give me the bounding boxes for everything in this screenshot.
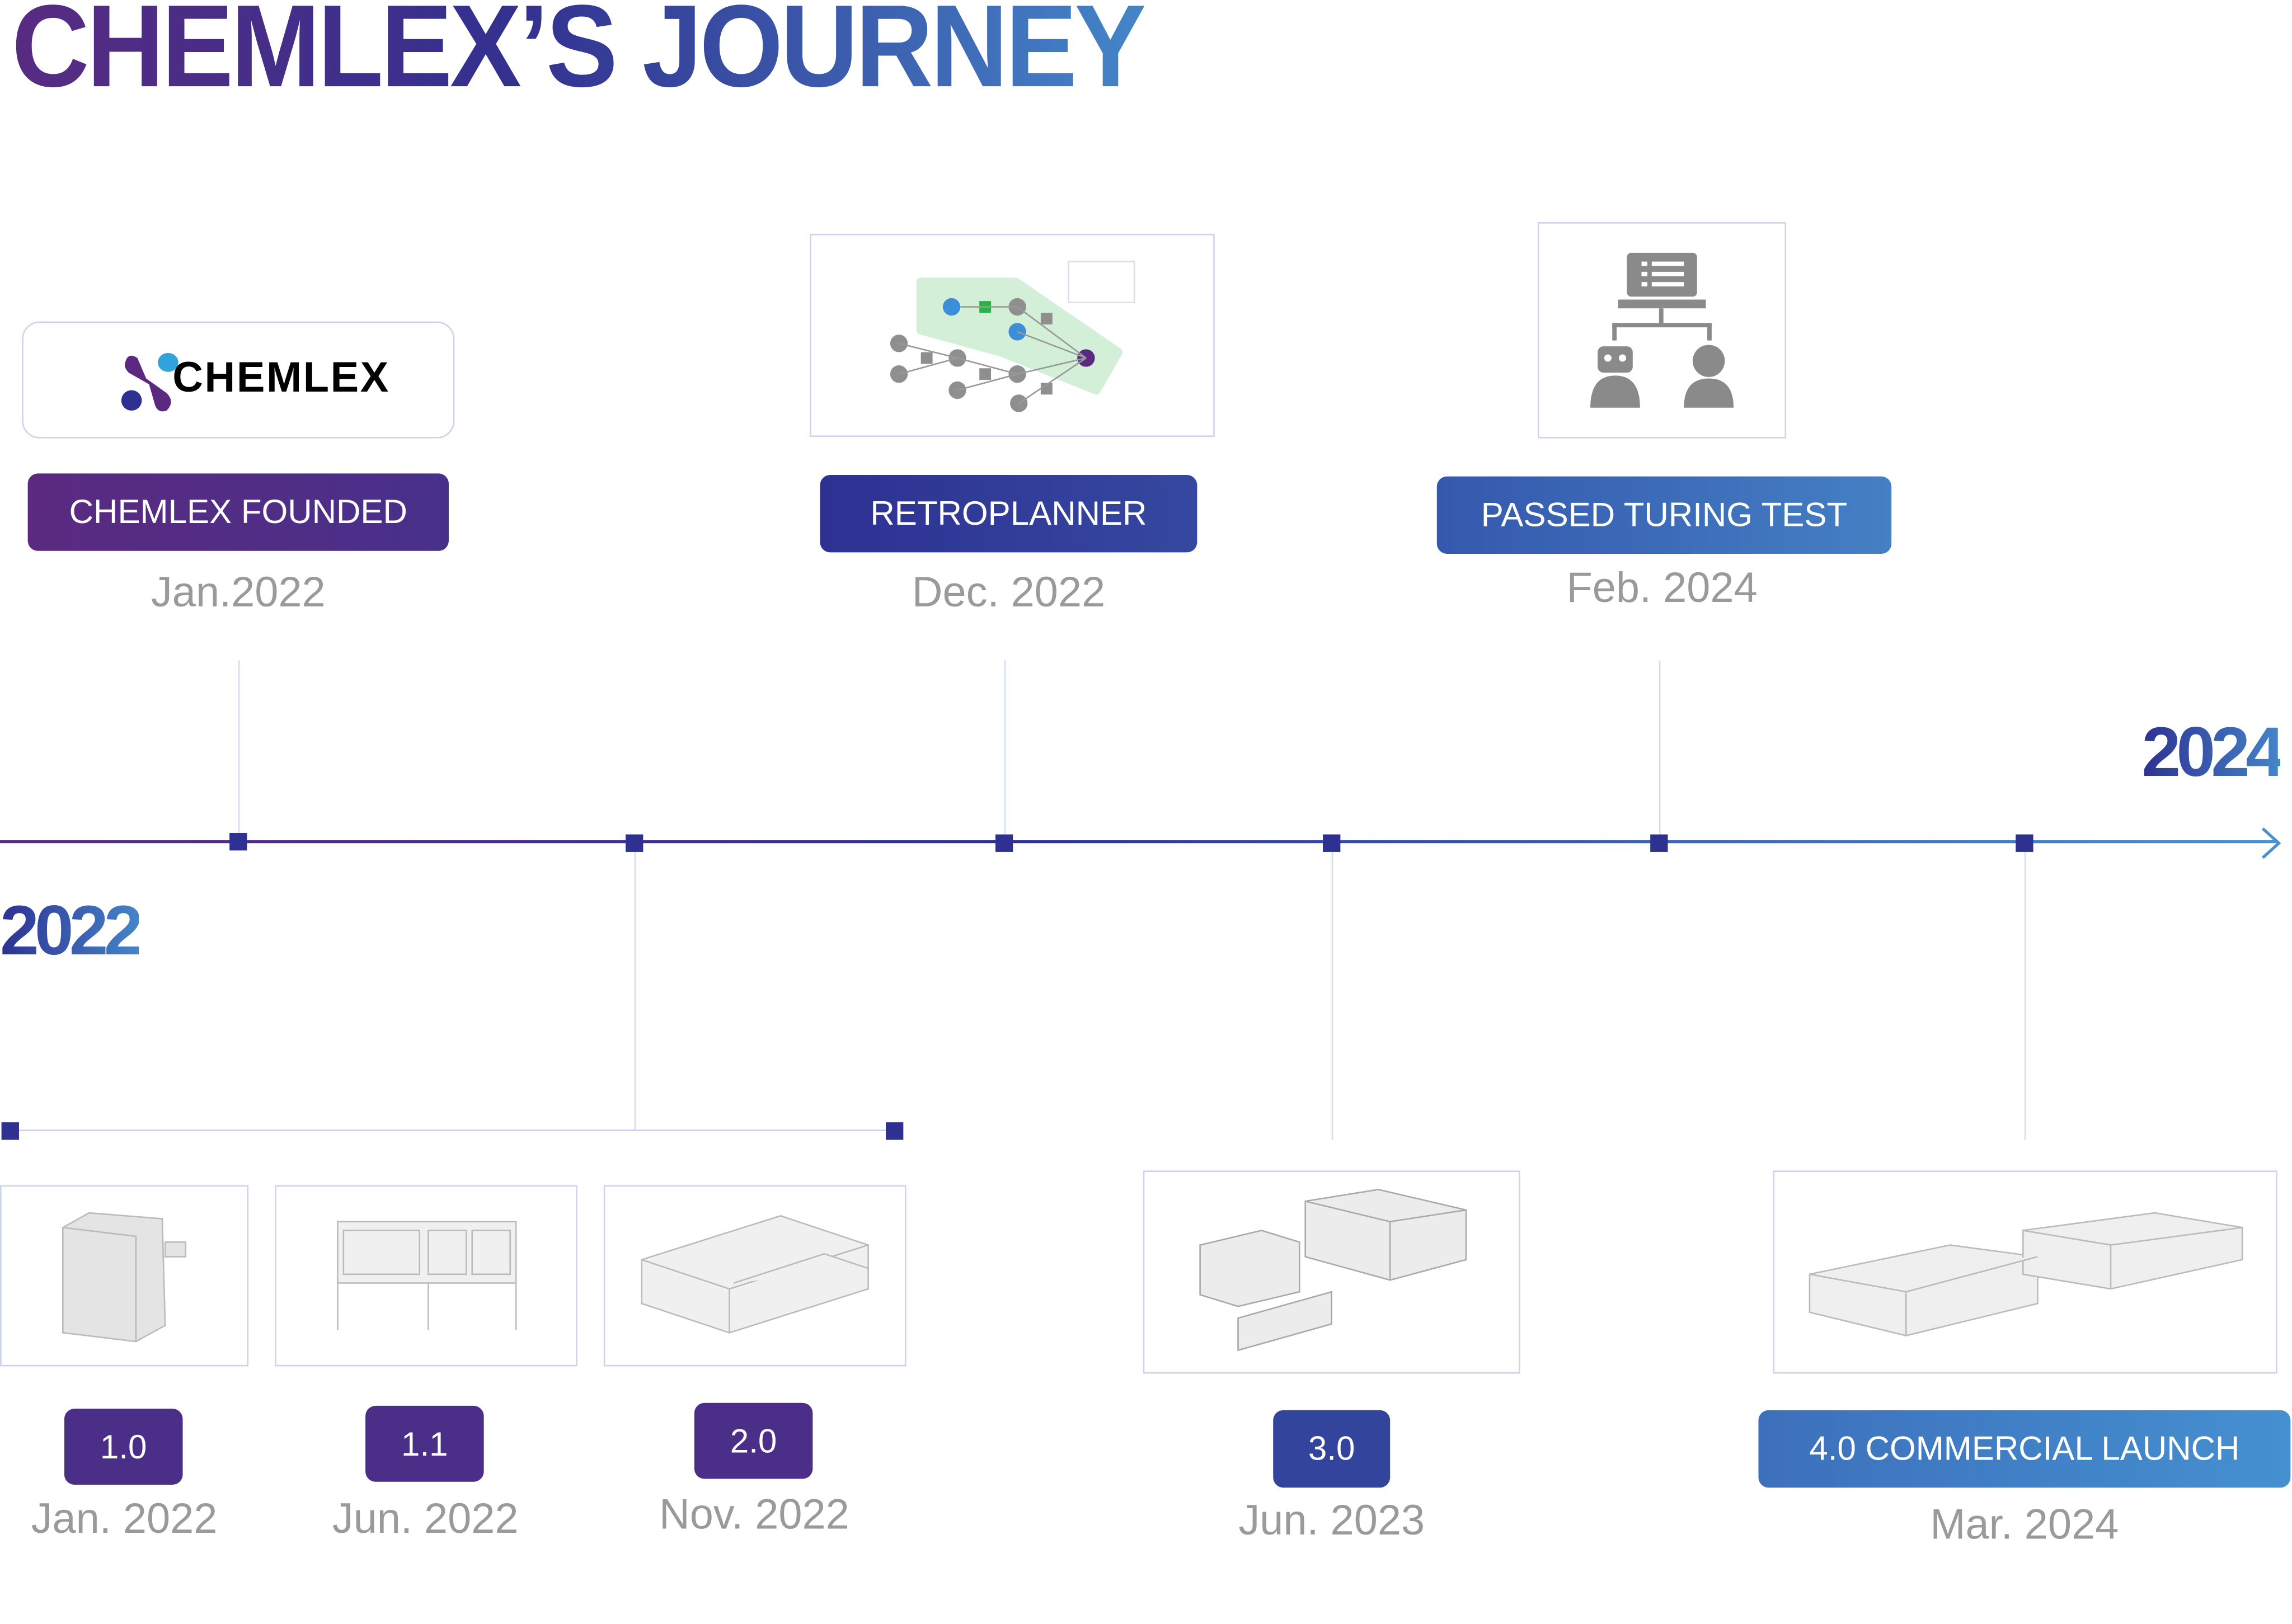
timeline-marker	[2016, 834, 2033, 852]
version-badge-1-0: 1.0	[64, 1409, 183, 1485]
lab-bench-1-1-card	[275, 1185, 577, 1367]
chemlex-logo-icon	[121, 352, 179, 412]
version-date: Jun. 2022	[332, 1496, 519, 1543]
timeline-marker	[229, 832, 247, 851]
retroplanner-image-card	[810, 233, 1215, 437]
lab-system-3-0-image	[1199, 1189, 1467, 1352]
timeline-marker	[626, 834, 644, 852]
lab-system-2-0-card	[603, 1185, 907, 1367]
arrow-head-icon	[2261, 827, 2281, 859]
retrosynthesis-graph-icon	[890, 261, 1135, 412]
connector-line	[238, 660, 240, 841]
version-date: Jun. 2023	[1238, 1498, 1425, 1545]
version-badge-2-0: 2.0	[694, 1402, 813, 1479]
bracket-marker	[1, 1122, 19, 1140]
version-date: Nov. 2022	[659, 1492, 849, 1539]
end-year-label: 2024	[2141, 713, 2284, 794]
milestone-badge-chemlex-founded: CHEMLEX FOUNDED	[27, 473, 449, 551]
version-date: Jan. 2022	[31, 1496, 218, 1543]
version-date: Mar. 2024	[1930, 1502, 2119, 1549]
version-range-bracket	[10, 1129, 895, 1131]
lab-system-4-0-image	[1809, 1212, 2243, 1336]
timeline-marker	[995, 834, 1013, 852]
lab-bench-1-1-image	[337, 1221, 517, 1330]
milestone-date: Jan.2022	[151, 569, 326, 617]
turing-test-image-card	[1538, 222, 1787, 439]
milestone-date: Dec. 2022	[912, 569, 1106, 617]
milestone-badge-turing-test: PASSED TURING TEST	[1436, 476, 1892, 554]
lab-system-2-0-image	[641, 1215, 869, 1334]
timeline-axis	[0, 840, 2277, 844]
version-badge-4-0-commercial-launch: 4.0 COMMERCIAL LAUNCH	[1758, 1410, 2291, 1488]
version-badge-1-1: 1.1	[365, 1405, 484, 1482]
page-title: CHEMLEX’S JOURNEY	[12, 0, 1147, 114]
lab-machine-1-0-image	[62, 1212, 187, 1343]
connector-line	[1004, 660, 1006, 844]
timeline-marker	[1650, 834, 1668, 852]
chemlex-logo-card: CHEMLEX	[22, 321, 455, 439]
connector-line	[1331, 843, 1333, 1140]
lab-system-3-0-card	[1143, 1170, 1520, 1374]
bracket-marker	[885, 1122, 904, 1140]
connector-line	[634, 843, 636, 1130]
connector-line	[1659, 660, 1661, 844]
start-year-label: 2022	[0, 891, 143, 972]
robot-vs-human-icon	[1590, 252, 1734, 408]
milestone-badge-retroplanner: RETROPLANNER	[820, 474, 1197, 553]
timeline-marker	[1323, 834, 1341, 852]
connector-line	[2024, 843, 2026, 1140]
lab-machine-1-0-card	[0, 1185, 249, 1367]
version-badge-3-0: 3.0	[1273, 1410, 1391, 1488]
chemlex-logo-text: CHEMLEX	[172, 355, 390, 402]
lab-system-4-0-card	[1773, 1170, 2277, 1374]
milestone-date: Feb. 2024	[1566, 565, 1758, 613]
